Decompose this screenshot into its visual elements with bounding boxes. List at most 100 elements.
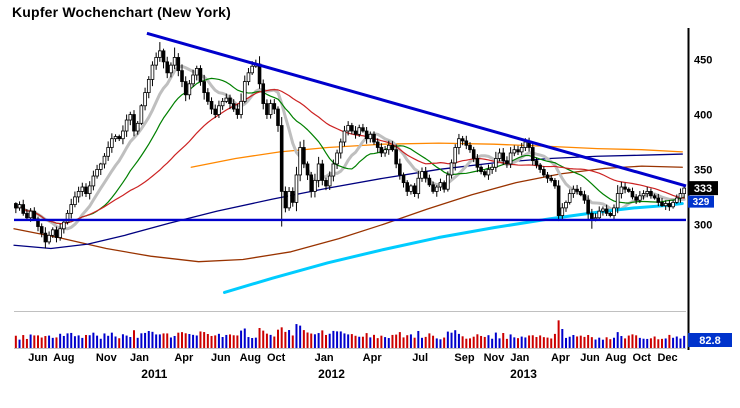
volume-bar (73, 336, 76, 348)
volume-bar (398, 332, 401, 348)
candle-body (457, 138, 461, 148)
candle-body (542, 169, 546, 176)
volume-bar (428, 333, 431, 348)
candle-body (560, 207, 565, 216)
candle-body (468, 144, 472, 151)
volume-bar (221, 337, 224, 348)
volume-bar (424, 336, 427, 348)
candle-body (508, 152, 513, 165)
x-axis-month-label: Jan (315, 352, 334, 364)
candle-body (191, 74, 195, 85)
candle-body (538, 164, 542, 170)
candle-body (21, 204, 26, 214)
volume-bars (14, 320, 686, 348)
volume-bar (421, 337, 423, 348)
volume-bar (609, 339, 612, 348)
x-axis-month-label: Jun (28, 352, 48, 364)
volume-bar (472, 336, 475, 348)
candle-body (305, 163, 310, 176)
volume-bar (631, 334, 634, 348)
volume-bar (502, 333, 505, 348)
x-axis-month-label: Jan (510, 352, 529, 364)
volume-bar (395, 334, 398, 348)
x-axis-month-label: Oct (267, 352, 286, 364)
chart-title: Kupfer Wochenchart (New York) (12, 4, 231, 20)
candle-body (553, 180, 557, 187)
candle-body (649, 191, 653, 197)
volume-bar (188, 334, 191, 348)
candle-body (505, 160, 509, 165)
candle-body (242, 81, 247, 102)
candle-body (464, 140, 469, 146)
volume-bar (675, 336, 678, 348)
candle-body (412, 185, 417, 195)
candle-body (106, 147, 110, 157)
volume-bar (579, 335, 582, 348)
candle-body (161, 50, 166, 63)
secondary-price-box (688, 195, 714, 208)
candle-body (368, 133, 373, 140)
candle-body (571, 188, 576, 195)
candle-body (165, 61, 170, 74)
volume-bar (432, 335, 435, 348)
volume-bar (269, 334, 272, 348)
volume-bar (498, 338, 501, 348)
volume-bar (439, 339, 442, 348)
volume-bar (48, 335, 51, 348)
volume-bar (328, 333, 331, 348)
x-axis-month-label: Sep (454, 352, 474, 364)
volume-bar (310, 333, 313, 348)
candle-body (180, 70, 184, 83)
candle-body (564, 201, 568, 209)
x-axis-month-label: Aug (605, 352, 626, 364)
volume-bar (55, 337, 58, 348)
volume-bar (162, 333, 165, 348)
volume-bar (480, 335, 483, 348)
volume-bar (443, 337, 446, 348)
volume-bar (40, 337, 43, 348)
candle-body (530, 147, 535, 162)
sma-40w-line (15, 88, 685, 225)
x-axis-month-label: Dec (657, 352, 677, 364)
candle-body (95, 169, 99, 177)
candle-body (519, 147, 524, 153)
volume-bar (417, 330, 420, 348)
candle-body (663, 203, 668, 207)
candle-body (645, 191, 650, 195)
volume-bar (321, 330, 324, 348)
candle-body (276, 108, 280, 126)
candle-body (361, 127, 365, 132)
x-axis-month-label: Jan (130, 352, 149, 364)
candle-body (279, 125, 284, 192)
volume-bar (177, 332, 180, 348)
candle-body (309, 174, 314, 192)
candle-body (394, 149, 398, 165)
volume-bar (454, 330, 457, 348)
candle-body (246, 72, 251, 83)
candle-body (674, 197, 679, 203)
candle-body (324, 180, 328, 187)
volume-bar (649, 338, 652, 348)
candle-body (58, 228, 62, 238)
volume-bar (487, 335, 490, 348)
volume-bar (70, 332, 73, 348)
volume-bar (624, 338, 627, 348)
candle-body (420, 171, 424, 179)
x-axis-month-label: Jun (580, 352, 600, 364)
candle-body (239, 100, 243, 115)
candle-body (626, 188, 631, 192)
volume-bar (524, 337, 527, 348)
volume-bar (85, 334, 87, 348)
candle-body (512, 149, 517, 154)
ma-200w-line (222, 201, 684, 294)
candle-body (335, 152, 339, 165)
x-axis-year-label: 2013 (510, 367, 537, 381)
candle-body (634, 196, 638, 201)
candle-body (87, 185, 92, 195)
candle-body (364, 130, 369, 140)
candle-body (224, 97, 229, 102)
candle-body (582, 194, 587, 201)
volume-bar (505, 338, 508, 348)
volume-bar (199, 331, 202, 348)
volume-bar (229, 334, 231, 348)
